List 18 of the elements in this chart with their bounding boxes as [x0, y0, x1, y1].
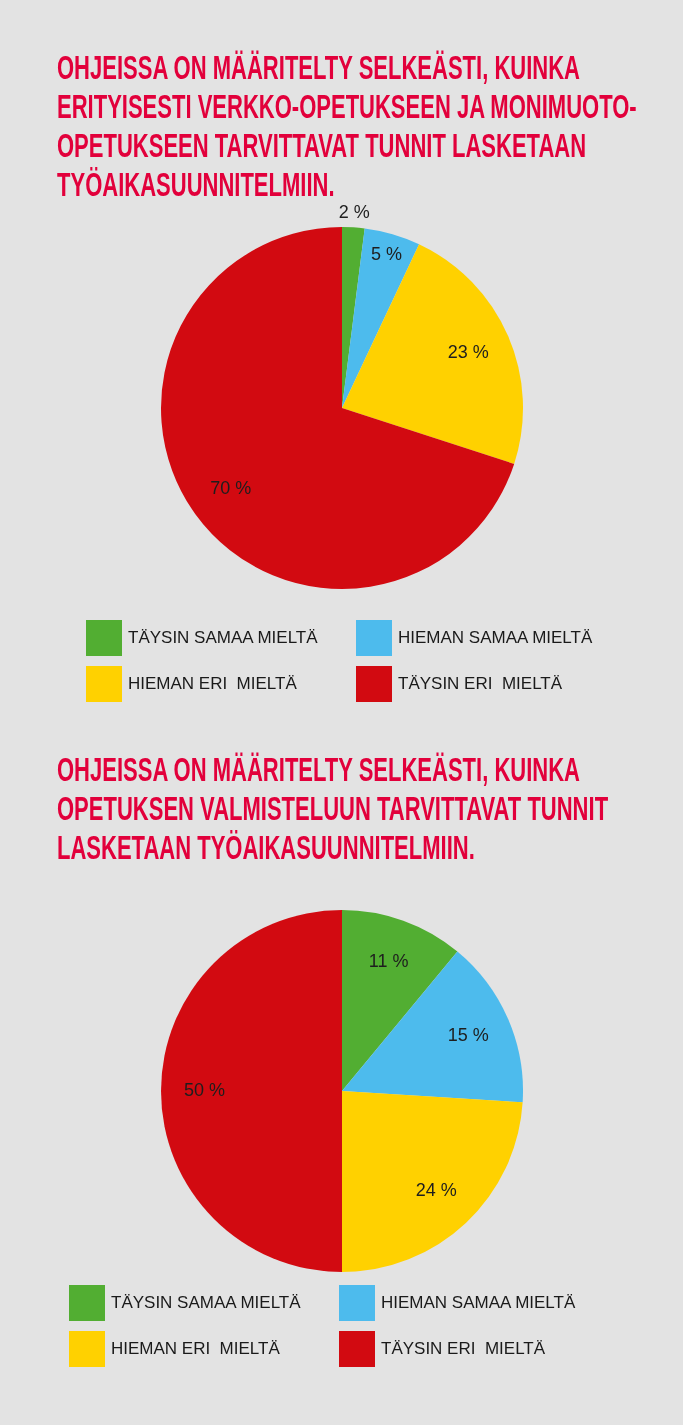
legend-label: HIEMAN SAMAA MIELTÄ — [398, 628, 593, 648]
data-label: 70 % — [210, 477, 252, 498]
chart-title: OHJEISSA ON MÄÄRITELTY SELKEÄSTI, KUINKA OPETUKSEN VALMISTELUUN TARVITTAVAT TUNNIT LASKETAAN TYÖAIKASUUNNITELMIIN. — [57, 750, 610, 867]
legend-label: HIEMAN ERI MIELTÄ — [128, 674, 297, 694]
legend-label: TÄYSIN SAMAA MIELTÄ — [128, 628, 318, 648]
legend-label: TÄYSIN ERI MIELTÄ — [381, 1339, 546, 1359]
data-label: 24 % — [415, 1180, 457, 1201]
data-label: 5 % — [370, 244, 402, 265]
legend-label: TÄYSIN SAMAA MIELTÄ — [111, 1293, 301, 1313]
data-label: 2 % — [338, 201, 370, 222]
data-label: 15 % — [447, 1025, 489, 1046]
data-label: 50 % — [183, 1079, 225, 1100]
data-label: 11 % — [368, 950, 409, 971]
legend-label: TÄYSIN ERI MIELTÄ — [398, 674, 563, 694]
legend-label: HIEMAN ERI MIELTÄ — [111, 1339, 280, 1359]
chart-title: OHJEISSA ON MÄÄRITELTY SELKEÄSTI, KUINKA ERITYISESTI VERKKO-OPETUKSEEN JA MONIMUOTO-OPETUKSEEN TARVITTAVAT TUNNIT LASKETAAN TYÖAIKASUUNNITELMIIN. — [57, 49, 637, 203]
legend-label: HIEMAN SAMAA MIELTÄ — [381, 1293, 576, 1313]
data-label: 23 % — [447, 342, 489, 363]
